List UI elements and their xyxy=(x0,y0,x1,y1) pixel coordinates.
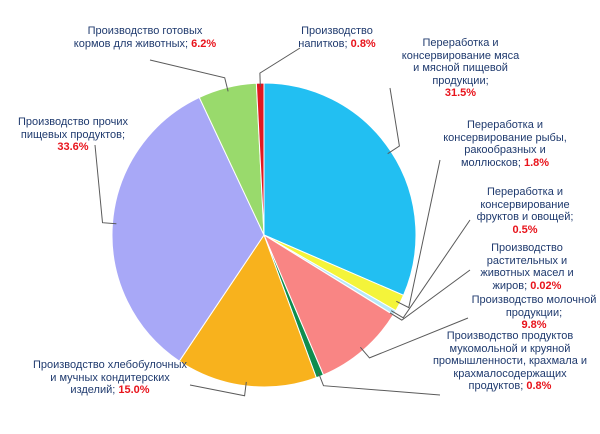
label-dairy: Производство молочной продукции; 9.8% xyxy=(471,294,597,331)
label-feed: Производство готовых кормов для животных… xyxy=(73,25,217,50)
label-meat: Переработка и консервирование мяса и мяс… xyxy=(401,37,520,99)
label-fruits: Переработка и консервирование фруктов и … xyxy=(476,186,574,236)
label-oils: Производство растительных и животных мас… xyxy=(480,242,574,292)
leader-line-drinks xyxy=(259,47,301,88)
leader-line-feed xyxy=(149,59,229,92)
label-bakery: Производство хлебобулочных и мучных конд… xyxy=(32,359,188,396)
leader-line-meat xyxy=(387,87,400,155)
leader-line-bakery xyxy=(189,381,247,397)
leader-line-flour xyxy=(317,372,441,396)
label-flour: Производство продуктов мукомольной и кру… xyxy=(432,330,588,392)
leader-line-fruits xyxy=(390,219,471,319)
leader-line-dairy xyxy=(360,317,469,359)
label-drinks: Производство напитков; 0.8% xyxy=(298,25,376,50)
leader-line-oils xyxy=(389,269,471,321)
leader-line-fish xyxy=(396,159,441,309)
leader-line-other xyxy=(94,144,117,225)
label-other: Производство прочих пищевых продуктов; 33… xyxy=(17,116,129,153)
label-fish: Переработка и консервирование рыбы, рако… xyxy=(443,119,567,169)
